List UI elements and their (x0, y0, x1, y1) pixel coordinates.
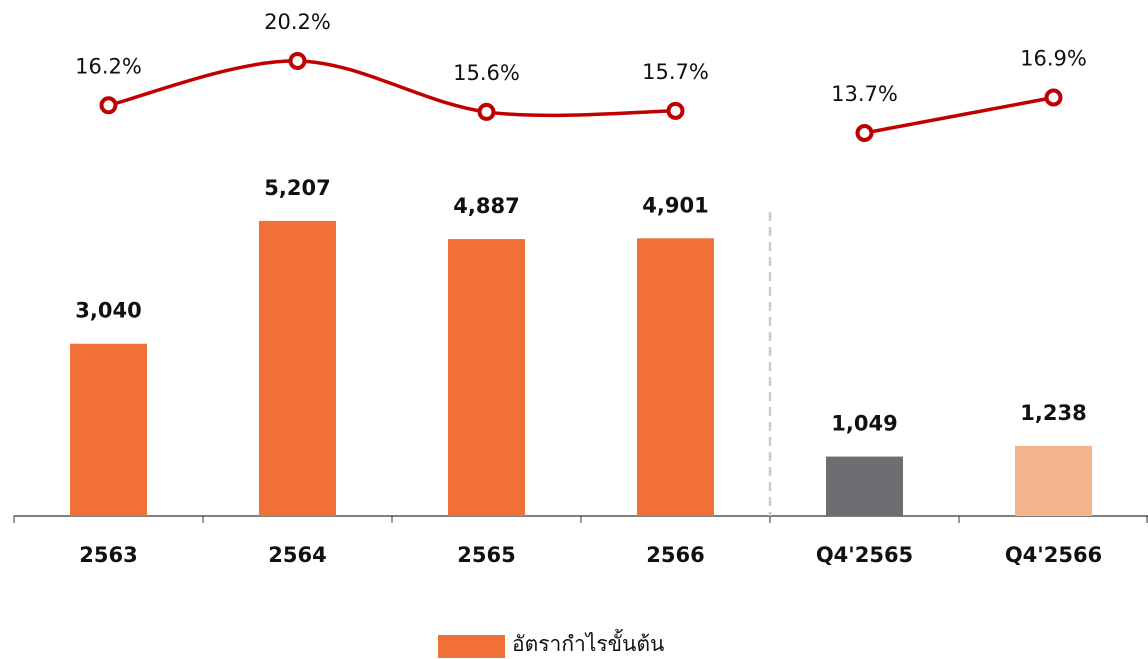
line-value-label: 13.7% (831, 82, 898, 106)
legend-label: อัตรากำไรขั้นต้น (512, 629, 664, 656)
bar-value-label: 1,238 (1020, 401, 1086, 425)
bar-value-label: 4,887 (453, 194, 519, 218)
bar (1015, 445, 1092, 516)
line-point (99, 96, 118, 115)
x-tick-label: Q4'2565 (816, 543, 913, 567)
bar-value-label: 1,049 (831, 412, 897, 436)
x-tick-label: 2563 (79, 543, 137, 567)
bar (259, 220, 336, 517)
line-point (477, 102, 496, 121)
line-value-label: 15.7% (642, 60, 709, 84)
x-tick-label: 2565 (457, 543, 515, 567)
x-tick-label: Q4'2566 (1005, 543, 1102, 567)
line-point (1044, 88, 1063, 107)
line-value-label: 16.2% (75, 54, 142, 78)
bar (637, 238, 714, 516)
x-tick-label: 2566 (646, 543, 704, 567)
bar (70, 343, 147, 516)
bar (448, 239, 525, 516)
line-value-label: 15.6% (453, 61, 520, 85)
line-value-label: 16.9% (1020, 47, 1087, 71)
bar-value-label: 3,040 (75, 299, 141, 323)
line-point (855, 123, 874, 142)
line-value-label: 20.2% (264, 10, 331, 34)
bar-value-label: 4,901 (642, 193, 708, 217)
bar-value-label: 5,207 (264, 176, 330, 200)
legend-swatch (438, 635, 505, 658)
line-point (288, 51, 307, 70)
line-point (666, 101, 685, 120)
line (108, 59, 1054, 135)
bar (826, 456, 903, 516)
x-tick-label: 2564 (268, 543, 326, 567)
